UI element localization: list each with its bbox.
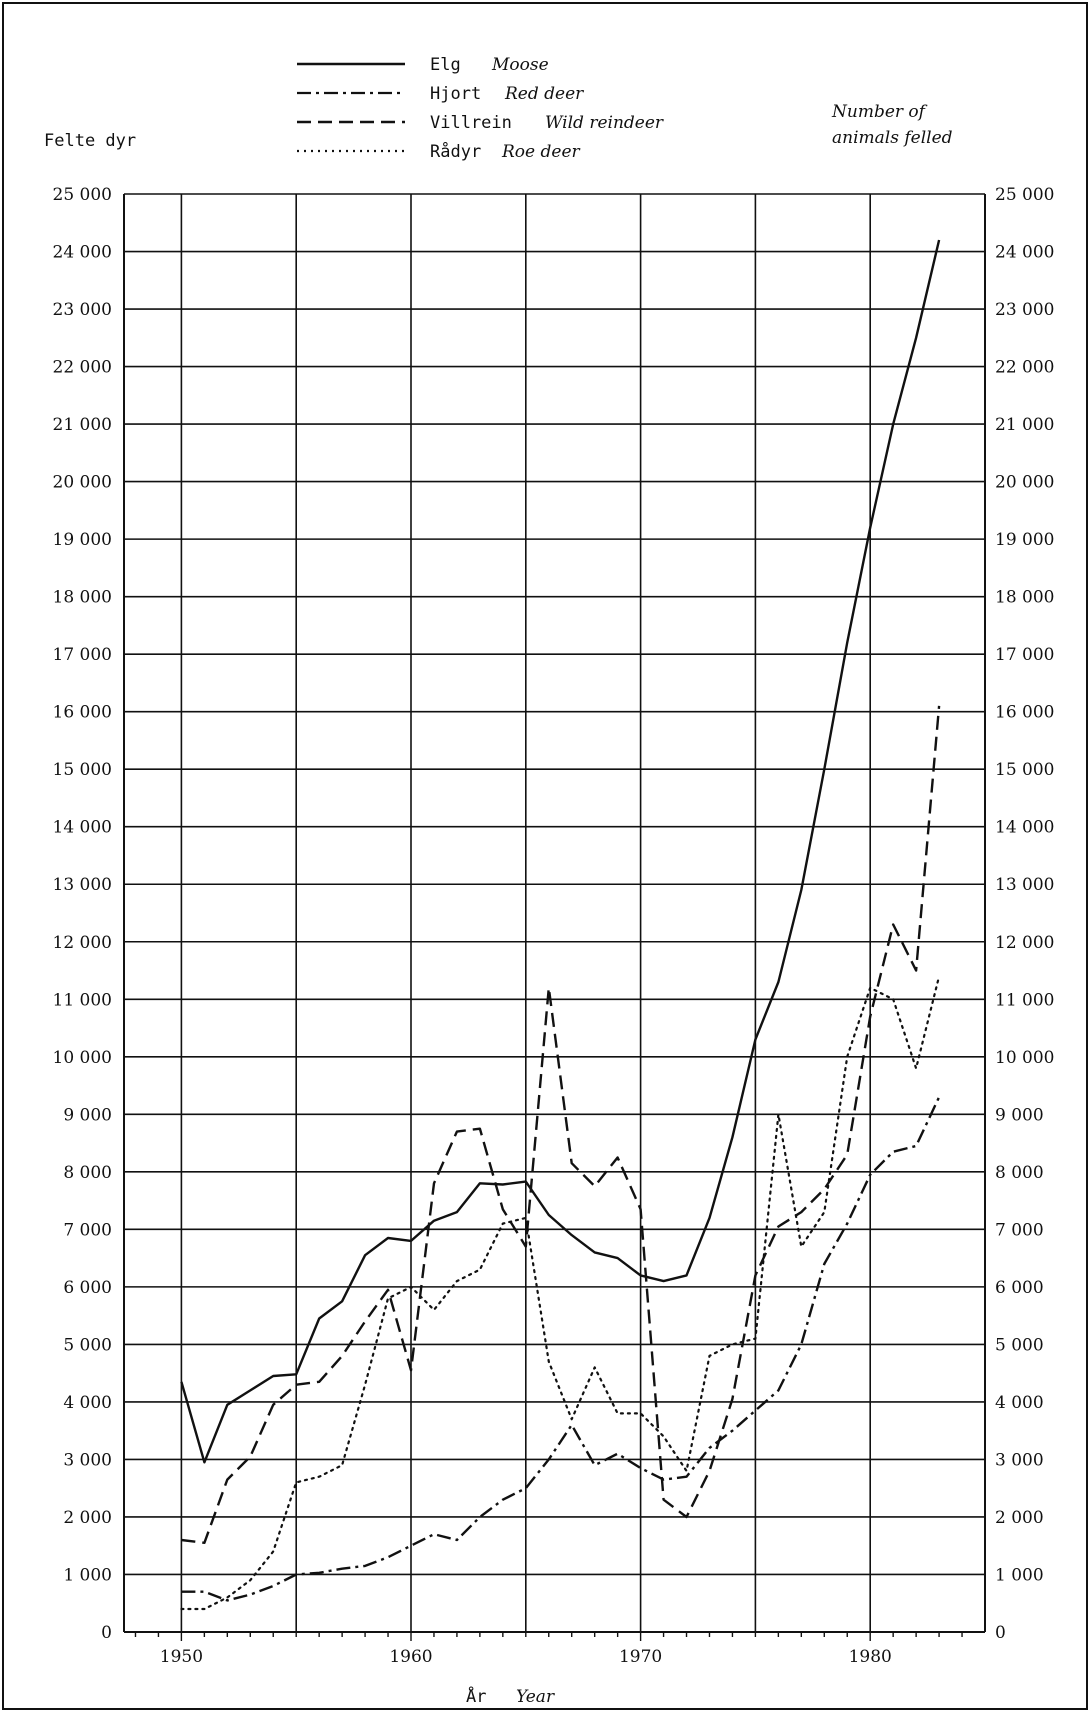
x-axis-title-en: Year xyxy=(516,1687,555,1707)
y-tick-label-left: 22 000 xyxy=(53,358,112,378)
y-tick-label-left: 1 000 xyxy=(63,1565,112,1585)
y-tick-label-right: 19 000 xyxy=(995,530,1054,550)
y-tick-label-right: 4 000 xyxy=(995,1393,1044,1413)
x-tick-label: 1970 xyxy=(619,1647,662,1667)
series-line-moose xyxy=(180,239,941,1464)
y-tick-label-left: 24 000 xyxy=(53,243,112,263)
y-axis-title-en-line1: Number of xyxy=(831,102,928,122)
legend-item-elg: Elg Moose xyxy=(297,55,549,75)
y-tick-label-right: 9 000 xyxy=(995,1105,1044,1125)
y-tick-label-left: 5 000 xyxy=(63,1335,112,1355)
y-tick-label-right: 7 000 xyxy=(995,1220,1044,1240)
y-tick-label-left: 4 000 xyxy=(63,1393,112,1413)
y-tick-label-left: 15 000 xyxy=(53,760,112,780)
y-tick-label-right: 2 000 xyxy=(995,1508,1044,1528)
legend-label-elg-en: Moose xyxy=(491,55,549,75)
legend-item-villrein: Villrein Wild reindeer xyxy=(297,113,664,133)
series-line-roe-deer xyxy=(180,975,941,1611)
y-axis-title-en-line2: animals felled xyxy=(832,128,953,148)
y-tick-label-right: 18 000 xyxy=(995,588,1054,608)
legend-item-hjort: Hjort Red deer xyxy=(297,84,584,104)
y-tick-label-right: 17 000 xyxy=(995,645,1054,665)
y-tick-label-left: 7 000 xyxy=(63,1220,112,1240)
legend-item-radyr: Rådyr Roe deer xyxy=(297,141,581,162)
y-tick-label-right: 3 000 xyxy=(995,1450,1044,1470)
y-tick-label-left: 9 000 xyxy=(63,1105,112,1125)
y-tick-label-left: 2 000 xyxy=(63,1508,112,1528)
y-tick-label-right: 1 000 xyxy=(995,1565,1044,1585)
y-axis-title-en: Number of animals felled xyxy=(831,102,953,148)
x-tick-label: 1950 xyxy=(160,1647,203,1667)
y-tick-label-left: 18 000 xyxy=(53,588,112,608)
y-tick-label-right: 14 000 xyxy=(995,818,1054,838)
legend: Elg Moose Hjort Red deer Villrein Wild r… xyxy=(297,55,664,162)
legend-label-elg: Elg xyxy=(430,55,461,75)
y-tick-label-right: 0 xyxy=(995,1623,1006,1643)
y-tick-label-left: 6 000 xyxy=(63,1278,112,1298)
y-tick-label-left: 0 xyxy=(101,1623,112,1643)
y-tick-label-right: 21 000 xyxy=(995,415,1054,435)
series-line-wild-reindeer xyxy=(181,705,941,1545)
grid xyxy=(124,193,985,1632)
series-line-red-deer xyxy=(181,1096,941,1602)
y-tick-label-left: 25 000 xyxy=(53,185,112,205)
y-tick-label-right: 13 000 xyxy=(995,875,1054,895)
y-tick-label-right: 15 000 xyxy=(995,760,1054,780)
legend-label-hjort-en: Red deer xyxy=(504,84,584,104)
y-tick-label-right: 11 000 xyxy=(995,990,1054,1010)
y-tick-label-left: 20 000 xyxy=(53,473,112,493)
y-tick-label-left: 16 000 xyxy=(53,703,112,723)
y-tick-label-right: 10 000 xyxy=(995,1048,1054,1068)
y-tick-label-left: 3 000 xyxy=(63,1450,112,1470)
legend-label-radyr: Rådyr xyxy=(430,141,481,162)
legend-label-hjort: Hjort xyxy=(430,84,481,104)
y-tick-label-left: 21 000 xyxy=(53,415,112,435)
axes: 0 0 1 000 1 000 2 000 2 000 3 000 3 000 4 000 4 0… xyxy=(53,185,1055,1667)
y-tick-label-right: 20 000 xyxy=(995,473,1054,493)
y-tick-label-left: 23 000 xyxy=(53,300,112,320)
y-tick-label-left: 11 000 xyxy=(53,990,112,1010)
y-tick-label-left: 12 000 xyxy=(53,933,112,953)
y-tick-label-left: 19 000 xyxy=(53,530,112,550)
y-axis-title: Felte dyr xyxy=(44,131,136,151)
y-tick-label-right: 5 000 xyxy=(995,1335,1044,1355)
y-tick-label-left: 14 000 xyxy=(53,818,112,838)
y-tick-label-left: 13 000 xyxy=(53,875,112,895)
y-tick-label-right: 25 000 xyxy=(995,185,1054,205)
y-tick-label-left: 8 000 xyxy=(63,1163,112,1183)
y-tick-label-left: 17 000 xyxy=(53,645,112,665)
y-tick-label-right: 6 000 xyxy=(995,1278,1044,1298)
x-tick-label: 1980 xyxy=(849,1647,892,1667)
y-tick-label-right: 8 000 xyxy=(995,1163,1044,1183)
y-tick-label-left: 10 000 xyxy=(53,1048,112,1068)
y-tick-label-right: 22 000 xyxy=(995,358,1054,378)
legend-label-villrein-en: Wild reindeer xyxy=(545,113,664,133)
legend-label-villrein: Villrein xyxy=(430,113,512,133)
series-layer xyxy=(180,239,941,1611)
y-tick-label-right: 16 000 xyxy=(995,703,1054,723)
legend-label-radyr-en: Roe deer xyxy=(501,142,581,162)
x-tick-label: 1960 xyxy=(389,1647,432,1667)
y-tick-label-right: 24 000 xyxy=(995,243,1054,263)
y-tick-label-right: 23 000 xyxy=(995,300,1054,320)
y-tick-label-right: 12 000 xyxy=(995,933,1054,953)
x-axis-title: År xyxy=(466,1685,486,1707)
